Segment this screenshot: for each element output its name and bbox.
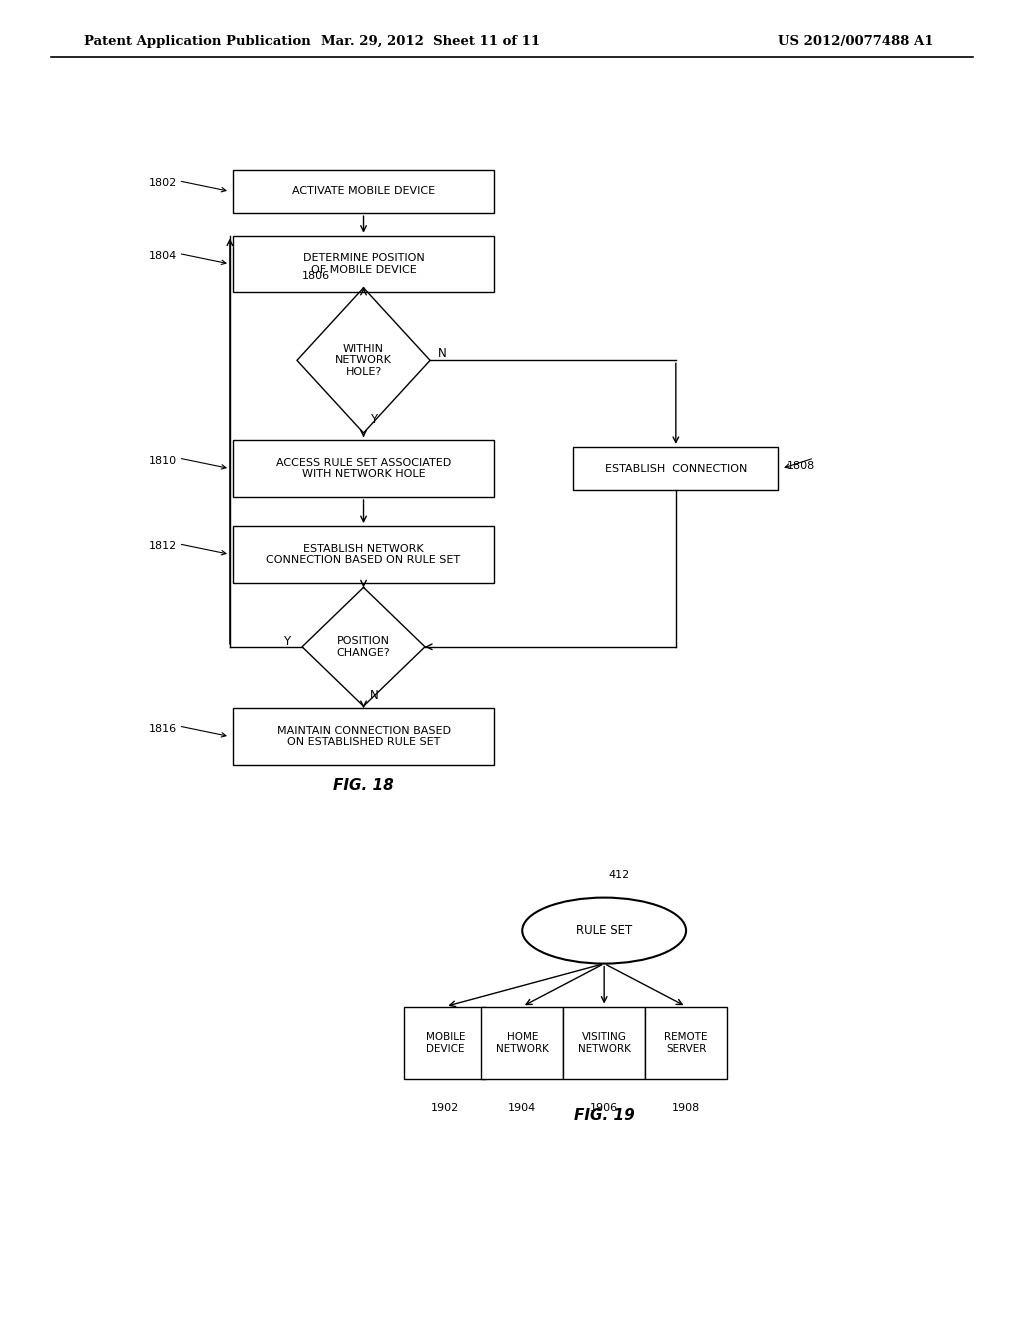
- Polygon shape: [302, 587, 425, 706]
- FancyBboxPatch shape: [232, 440, 494, 496]
- Text: DETERMINE POSITION
OF MOBILE DEVICE: DETERMINE POSITION OF MOBILE DEVICE: [303, 253, 424, 275]
- Text: 1814: 1814: [304, 713, 333, 723]
- Text: Mar. 29, 2012  Sheet 11 of 11: Mar. 29, 2012 Sheet 11 of 11: [321, 36, 540, 48]
- Text: 1810: 1810: [148, 455, 176, 466]
- Text: REMOTE
SERVER: REMOTE SERVER: [665, 1032, 708, 1053]
- Text: 1904: 1904: [508, 1104, 537, 1113]
- Text: ACCESS RULE SET ASSOCIATED
WITH NETWORK HOLE: ACCESS RULE SET ASSOCIATED WITH NETWORK …: [275, 458, 452, 479]
- FancyBboxPatch shape: [232, 525, 494, 583]
- FancyBboxPatch shape: [563, 1006, 645, 1080]
- FancyBboxPatch shape: [232, 169, 494, 214]
- Text: RULE SET: RULE SET: [577, 924, 632, 937]
- FancyBboxPatch shape: [232, 235, 494, 292]
- Text: 1908: 1908: [672, 1104, 700, 1113]
- Text: MAINTAIN CONNECTION BASED
ON ESTABLISHED RULE SET: MAINTAIN CONNECTION BASED ON ESTABLISHED…: [276, 726, 451, 747]
- Text: FIG. 19: FIG. 19: [573, 1107, 635, 1123]
- Ellipse shape: [522, 898, 686, 964]
- Text: Patent Application Publication: Patent Application Publication: [84, 36, 310, 48]
- Text: VISITING
NETWORK: VISITING NETWORK: [578, 1032, 631, 1053]
- FancyBboxPatch shape: [232, 708, 494, 766]
- Text: 1804: 1804: [148, 251, 176, 261]
- Text: 1808: 1808: [786, 461, 815, 471]
- Polygon shape: [297, 288, 430, 433]
- Text: Y: Y: [370, 413, 377, 426]
- Text: 1802: 1802: [148, 178, 176, 189]
- Text: N: N: [370, 689, 379, 702]
- FancyBboxPatch shape: [481, 1006, 563, 1080]
- Text: 1902: 1902: [431, 1104, 460, 1113]
- Text: 1806: 1806: [302, 271, 330, 281]
- Text: N: N: [438, 347, 447, 360]
- Text: WITHIN
NETWORK
HOLE?: WITHIN NETWORK HOLE?: [335, 343, 392, 378]
- Text: 1906: 1906: [590, 1104, 618, 1113]
- Text: POSITION
CHANGE?: POSITION CHANGE?: [337, 636, 390, 657]
- Text: 1812: 1812: [148, 541, 176, 552]
- Text: FIG. 18: FIG. 18: [333, 777, 394, 793]
- Text: HOME
NETWORK: HOME NETWORK: [496, 1032, 549, 1053]
- FancyBboxPatch shape: [645, 1006, 727, 1080]
- Text: ACTIVATE MOBILE DEVICE: ACTIVATE MOBILE DEVICE: [292, 186, 435, 197]
- FancyBboxPatch shape: [573, 446, 778, 490]
- FancyBboxPatch shape: [404, 1006, 486, 1080]
- Text: ESTABLISH NETWORK
CONNECTION BASED ON RULE SET: ESTABLISH NETWORK CONNECTION BASED ON RU…: [266, 544, 461, 565]
- Text: 1816: 1816: [148, 723, 176, 734]
- Text: ESTABLISH  CONNECTION: ESTABLISH CONNECTION: [604, 463, 748, 474]
- Text: US 2012/0077488 A1: US 2012/0077488 A1: [778, 36, 934, 48]
- Text: 412: 412: [609, 870, 630, 880]
- Text: Y: Y: [283, 635, 290, 648]
- Text: MOBILE
DEVICE: MOBILE DEVICE: [426, 1032, 465, 1053]
